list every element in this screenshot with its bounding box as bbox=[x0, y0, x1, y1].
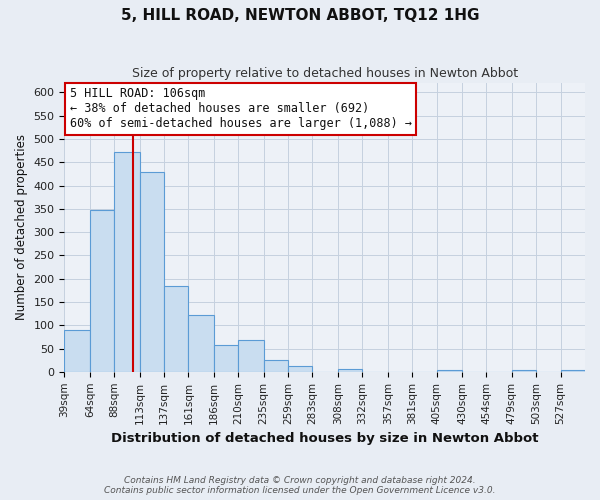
Y-axis label: Number of detached properties: Number of detached properties bbox=[15, 134, 28, 320]
Text: Contains HM Land Registry data © Crown copyright and database right 2024.
Contai: Contains HM Land Registry data © Crown c… bbox=[104, 476, 496, 495]
Title: Size of property relative to detached houses in Newton Abbot: Size of property relative to detached ho… bbox=[131, 68, 518, 80]
Bar bbox=[214, 346, 238, 372]
Bar bbox=[512, 370, 536, 372]
Text: 5 HILL ROAD: 106sqm
← 38% of detached houses are smaller (692)
60% of semi-detac: 5 HILL ROAD: 106sqm ← 38% of detached ho… bbox=[70, 88, 412, 130]
Bar bbox=[263, 360, 288, 372]
Bar bbox=[140, 172, 164, 372]
Bar bbox=[90, 210, 114, 372]
X-axis label: Distribution of detached houses by size in Newton Abbot: Distribution of detached houses by size … bbox=[111, 432, 538, 445]
Bar bbox=[114, 152, 140, 372]
Bar bbox=[164, 286, 188, 372]
Bar bbox=[64, 330, 90, 372]
Bar bbox=[560, 370, 585, 372]
Bar bbox=[437, 370, 462, 372]
Text: 5, HILL ROAD, NEWTON ABBOT, TQ12 1HG: 5, HILL ROAD, NEWTON ABBOT, TQ12 1HG bbox=[121, 8, 479, 22]
Bar bbox=[188, 314, 214, 372]
Bar bbox=[288, 366, 313, 372]
Bar bbox=[338, 370, 362, 372]
Bar bbox=[238, 340, 263, 372]
